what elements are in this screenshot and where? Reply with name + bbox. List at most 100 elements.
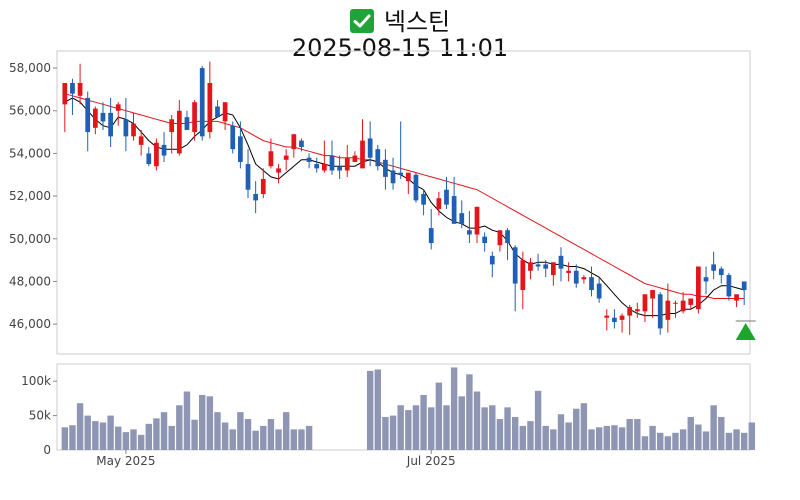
volume-bar [168, 425, 175, 450]
volume-bar [634, 419, 641, 450]
candle [657, 292, 663, 335]
volume-bar [199, 394, 206, 450]
volume-bar [565, 422, 572, 450]
volume-bar [267, 419, 275, 450]
candle-body [703, 277, 709, 282]
volume-bar [618, 427, 626, 450]
candle-body [108, 112, 113, 137]
volume-bar [260, 425, 267, 450]
candle-body [199, 68, 205, 137]
volume-bar [496, 419, 504, 450]
candle [100, 102, 106, 130]
candle-body [222, 102, 228, 122]
candle-body [634, 309, 640, 312]
candle-body [62, 83, 68, 105]
candle [337, 155, 342, 180]
candle [108, 97, 113, 148]
candle-body [299, 140, 304, 148]
candle [405, 172, 411, 194]
candle-body [230, 125, 236, 150]
candle-body [589, 277, 594, 290]
candle [650, 289, 655, 318]
volume-bar [733, 429, 740, 450]
candle [199, 65, 205, 141]
candle [115, 102, 121, 126]
candle-body [482, 236, 488, 244]
candle-body [627, 307, 633, 316]
candle-body [688, 298, 694, 305]
buy-signal-icon [735, 323, 756, 340]
stock-name: 넥스틴 [383, 8, 451, 36]
volume-bar [214, 412, 221, 450]
candle-body [176, 110, 182, 154]
volume-bar [305, 425, 313, 450]
volume-bar [710, 405, 717, 450]
volume-bars [61, 367, 756, 450]
volume-bar [290, 429, 298, 450]
volume-bar [145, 423, 152, 450]
volume-bar [115, 426, 122, 450]
candle [138, 129, 144, 156]
candle [489, 251, 495, 278]
candle [642, 294, 648, 322]
candle-body [390, 170, 396, 184]
candle [459, 200, 465, 229]
volume-bar [626, 419, 633, 450]
candle-body [100, 112, 106, 122]
candle [329, 140, 335, 175]
volume-bar [603, 425, 610, 450]
candle-body [711, 264, 717, 271]
ma5-line [64, 97, 745, 317]
volume-bar [183, 391, 191, 450]
volume-bar [122, 432, 130, 450]
volume-bar [366, 370, 374, 450]
candle-body [77, 83, 83, 96]
check-icon [349, 9, 374, 33]
candle-body [581, 277, 587, 280]
candle [482, 232, 488, 252]
volume-bar [611, 425, 618, 450]
volume-bar [550, 429, 557, 450]
candle [497, 230, 503, 252]
candle-body [138, 136, 144, 145]
candle [711, 251, 717, 280]
candle [673, 300, 678, 318]
candle-body [207, 83, 213, 133]
candle [413, 172, 419, 203]
candle [573, 264, 579, 288]
candle [238, 121, 243, 169]
candle-body [337, 166, 342, 171]
candle [169, 115, 175, 154]
price-tick-label: 46,000 [9, 317, 51, 331]
candle [192, 100, 197, 141]
volume-tick-label: 100k [21, 374, 51, 388]
volume-bar [672, 432, 679, 450]
volume-tick-label: 0 [43, 443, 51, 457]
candle-body [619, 315, 625, 320]
candle-body [92, 108, 98, 128]
volume-bar [382, 416, 389, 450]
volume-bar [702, 431, 710, 450]
volume-bar [221, 422, 229, 450]
candle-body [329, 155, 335, 171]
volume-bar [511, 416, 519, 450]
x-tick-label: Jul 2025 [406, 454, 456, 468]
volume-bar [229, 429, 236, 450]
volume-bar [504, 407, 511, 450]
candle-body [238, 136, 243, 162]
candle [604, 309, 610, 331]
volume-bar [527, 421, 534, 450]
ma20-line [64, 93, 745, 299]
volume-bar [99, 422, 107, 450]
volume-bar [679, 429, 687, 450]
candle [321, 140, 327, 173]
candle-body [85, 97, 91, 133]
volume-bar [69, 425, 76, 450]
candle-body [696, 266, 701, 310]
candle [596, 277, 602, 303]
candle-body [573, 270, 579, 284]
candle-body [528, 262, 533, 271]
candle [421, 189, 426, 216]
candle [215, 100, 220, 118]
volume-bar [450, 367, 458, 450]
